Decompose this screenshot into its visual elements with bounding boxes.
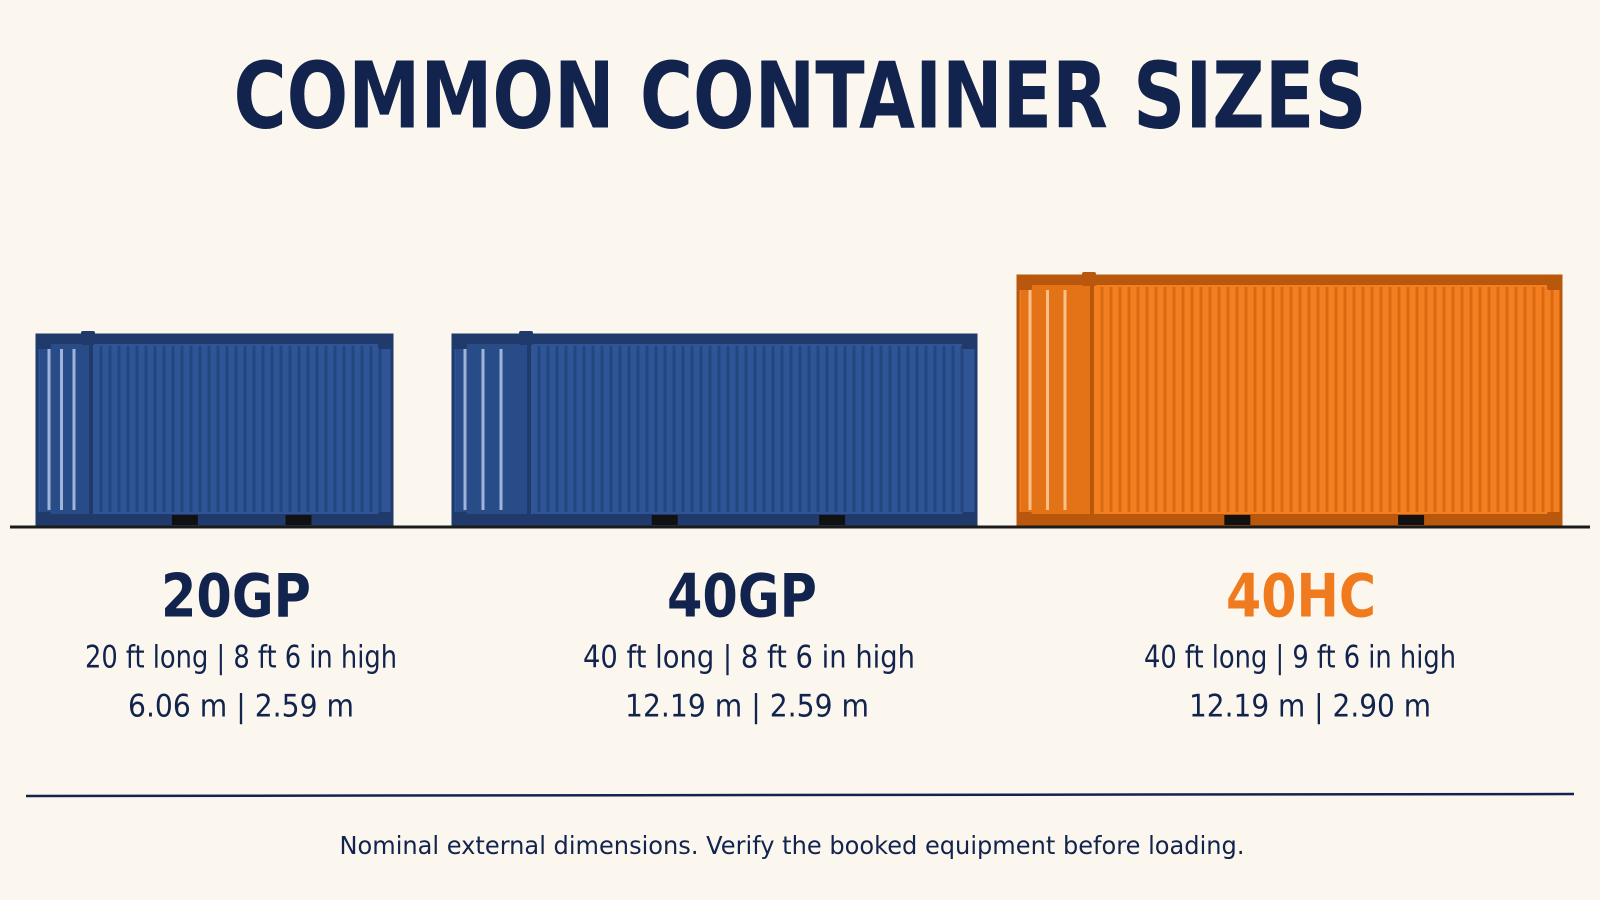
corner-casting: [378, 512, 392, 526]
metric-dimensions: 12.19 m | 2.59 m: [625, 689, 869, 725]
corner-casting: [1547, 276, 1561, 290]
corner-casting: [519, 331, 533, 345]
corner-casting: [962, 512, 976, 526]
metric-dimensions: 6.06 m | 2.59 m: [128, 689, 354, 725]
corner-casting: [1018, 276, 1032, 290]
corner-casting: [1082, 272, 1096, 286]
top-rail: [1018, 276, 1561, 285]
corner-casting: [453, 335, 467, 349]
container-name: 40GP: [667, 562, 817, 632]
top-rail: [453, 335, 976, 344]
top-rail: [37, 335, 392, 344]
imperial-dimensions: 40 ft long | 9 ft 6 in high: [1144, 640, 1456, 676]
container-body: [35, 333, 394, 528]
forklift-pocket: [285, 515, 312, 525]
container-name: 40HC: [1226, 562, 1376, 632]
container-illustration: [1016, 272, 1563, 528]
forklift-pocket: [171, 515, 198, 525]
imperial-dimensions: 20 ft long | 8 ft 6 in high: [85, 640, 397, 676]
forklift-pocket: [819, 515, 846, 525]
bottom-rail: [1018, 514, 1561, 526]
corner-casting: [453, 512, 467, 526]
corner-casting: [1547, 512, 1561, 526]
container-name: 20GP: [161, 562, 311, 632]
bottom-rail: [453, 514, 976, 526]
metric-dimensions: 12.19 m | 2.90 m: [1189, 689, 1431, 725]
corner-casting: [378, 335, 392, 349]
forklift-pocket: [1224, 515, 1251, 525]
containers: [35, 272, 1563, 528]
corner-casting: [962, 335, 976, 349]
forklift-pocket: [651, 515, 678, 525]
imperial-dimensions: 40 ft long | 8 ft 6 in high: [583, 640, 915, 676]
container-illustration: [451, 331, 978, 528]
title: COMMON CONTAINER SIZES: [234, 42, 1367, 149]
separator: [25, 792, 1575, 798]
corner-casting: [37, 512, 51, 526]
footnote: Nominal external dimensions. Verify the …: [340, 831, 1245, 860]
forklift-pocket: [1398, 515, 1425, 525]
corner-casting: [81, 331, 95, 345]
door-section: [1021, 285, 1091, 514]
door-section: [456, 344, 528, 514]
container-illustration: [35, 331, 394, 528]
corner-casting: [37, 335, 51, 349]
corner-casting: [1018, 512, 1032, 526]
